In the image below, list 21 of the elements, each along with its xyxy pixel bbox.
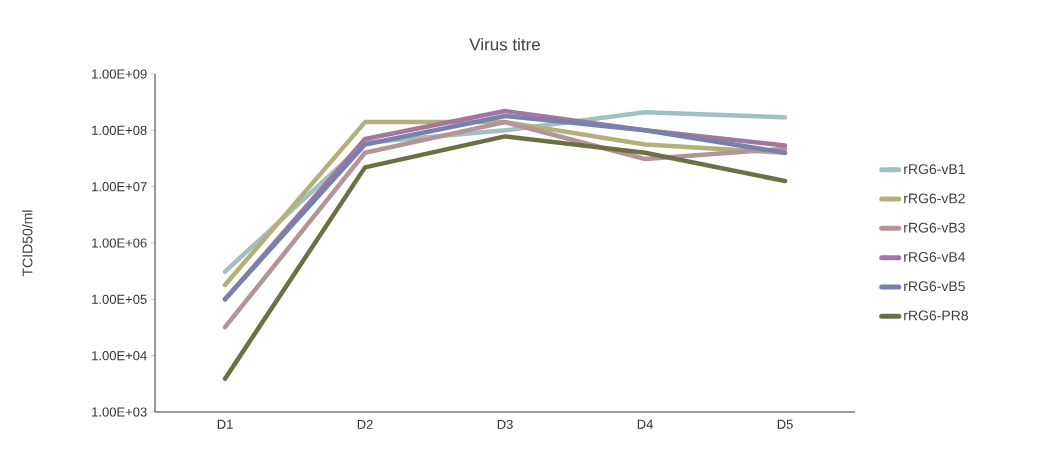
line-series [222, 134, 788, 381]
y-tick-label: 1.00E+07 [92, 182, 147, 192]
legend-label: rRG6-vB1 [904, 164, 965, 175]
y-tick-label: 1.00E+08 [92, 125, 147, 135]
legend-label: rRG6-vB4 [904, 251, 966, 262]
y-tick-label: 1.00E+05 [92, 294, 147, 304]
x-tick-label: D2 [357, 419, 373, 429]
y-tick-label: 1.00E+04 [92, 351, 147, 361]
legend-label: rRG6-vB5 [904, 281, 965, 292]
x-tick-label: D5 [777, 419, 793, 429]
y-tick-label: 1.00E+09 [92, 69, 147, 79]
x-tick-label: D1 [217, 419, 233, 429]
chart-title: Virus titre [469, 37, 540, 51]
y-tick-label: 1.00E+06 [92, 238, 147, 248]
legend-label: rRG6-vB2 [904, 193, 965, 204]
x-tick-label: D3 [497, 419, 513, 429]
y-tick-label: 1.00E+03 [92, 407, 147, 417]
x-tick-label: D4 [637, 419, 653, 429]
legend-label: rRG6-PR8 [904, 310, 969, 321]
y-axis-title: TCID50/ml [22, 210, 33, 277]
legend-label: rRG6-vB3 [904, 222, 965, 233]
